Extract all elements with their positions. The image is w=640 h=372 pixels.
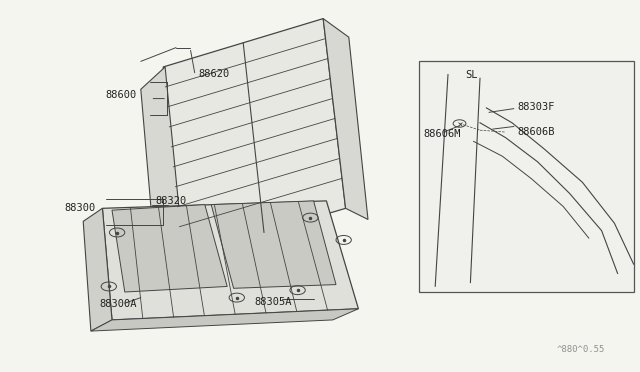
Text: 88303F: 88303F [517, 102, 555, 112]
Text: 88620: 88620 [198, 69, 230, 79]
Polygon shape [112, 205, 227, 292]
Text: ^880^0.55: ^880^0.55 [557, 344, 605, 353]
Text: 88606M: 88606M [424, 128, 461, 138]
Text: 88305A: 88305A [254, 297, 292, 307]
Polygon shape [323, 19, 368, 219]
Polygon shape [163, 19, 346, 257]
Text: 88300A: 88300A [99, 299, 137, 309]
Bar [419, 61, 634, 292]
Text: 88606B: 88606B [517, 126, 555, 137]
Polygon shape [102, 201, 358, 320]
Polygon shape [83, 208, 112, 331]
Polygon shape [211, 201, 336, 288]
Text: 88300: 88300 [64, 203, 95, 213]
Polygon shape [91, 309, 358, 331]
Polygon shape [141, 67, 184, 275]
Text: SL: SL [465, 70, 478, 80]
Text: 88600: 88600 [106, 90, 137, 100]
Text: 88320: 88320 [156, 196, 187, 206]
